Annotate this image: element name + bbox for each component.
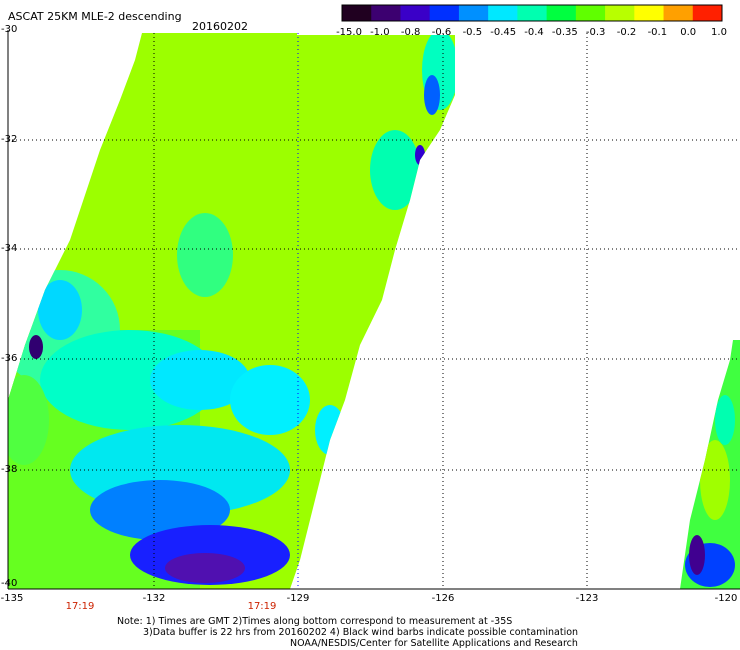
colorbar-label: -0.1 bbox=[647, 27, 668, 38]
colorbar-segment bbox=[517, 5, 548, 21]
swath-east bbox=[680, 340, 740, 589]
lat-label-36: -36 bbox=[1, 353, 18, 364]
colorbar-segment bbox=[371, 5, 401, 21]
colorbar-label: -15.0 bbox=[336, 27, 362, 38]
lat-label-38: -38 bbox=[1, 464, 18, 475]
lon-label-120: -120 bbox=[714, 593, 738, 604]
time-label-1: 17:19 bbox=[65, 601, 95, 612]
colorbar-segment bbox=[575, 5, 606, 21]
map-date: 20160202 bbox=[192, 20, 248, 33]
colorbar-label: -0.45 bbox=[490, 27, 517, 38]
time-label-2: 17:19 bbox=[247, 601, 277, 612]
lat-label-34: -34 bbox=[1, 243, 18, 254]
swath-west bbox=[8, 33, 455, 589]
colorbar-border bbox=[341, 4, 723, 22]
colorbar-label: 1.0 bbox=[711, 27, 727, 38]
colorbar-label: -1.0 bbox=[370, 27, 390, 38]
colorbar-segment bbox=[663, 5, 694, 21]
colorbar-segment bbox=[488, 5, 518, 21]
map-title: ASCAT 25KM MLE-2 descending bbox=[8, 10, 182, 23]
note-line-2: 3)Data buffer is 22 hrs from 20160202 4)… bbox=[143, 627, 579, 638]
colorbar-segment bbox=[458, 5, 489, 21]
colorbar-label: -0.8 bbox=[400, 27, 421, 38]
lon-label-129: -129 bbox=[286, 593, 310, 604]
colorbar-segment bbox=[429, 5, 460, 21]
lon-label-126: -126 bbox=[431, 593, 455, 604]
colorbar-label: -0.6 bbox=[431, 27, 452, 38]
colorbar-label: -0.4 bbox=[524, 27, 544, 38]
colorbar-segment bbox=[634, 5, 665, 21]
lon-label-123: -123 bbox=[575, 593, 599, 604]
colorbar-segment bbox=[546, 5, 577, 21]
colorbar-segment bbox=[400, 5, 431, 21]
colorbar-segment bbox=[342, 5, 372, 21]
colorbar-label: 0.0 bbox=[680, 27, 697, 38]
lon-label-132: -132 bbox=[142, 593, 166, 604]
colorbar-label: -0.2 bbox=[616, 27, 637, 38]
lat-label-40: -40 bbox=[1, 578, 18, 589]
lat-label-30: -30 bbox=[1, 24, 18, 35]
colorbar-segment bbox=[605, 5, 635, 21]
colorbar-segment bbox=[692, 5, 723, 21]
colorbar-label: -0.35 bbox=[551, 27, 578, 38]
lon-grid bbox=[153, 33, 588, 589]
lat-label-32: -32 bbox=[1, 134, 18, 145]
colorbar-label: -0.3 bbox=[585, 27, 606, 38]
colorbar bbox=[341, 4, 723, 22]
lon-label-135: -135 bbox=[0, 593, 24, 604]
note-line-3: NOAA/NESDIS/Center for Satellite Applica… bbox=[290, 638, 578, 649]
colorbar-label: -0.5 bbox=[462, 27, 483, 38]
note-line-1: Note: 1) Times are GMT 2)Times along bot… bbox=[117, 616, 513, 627]
